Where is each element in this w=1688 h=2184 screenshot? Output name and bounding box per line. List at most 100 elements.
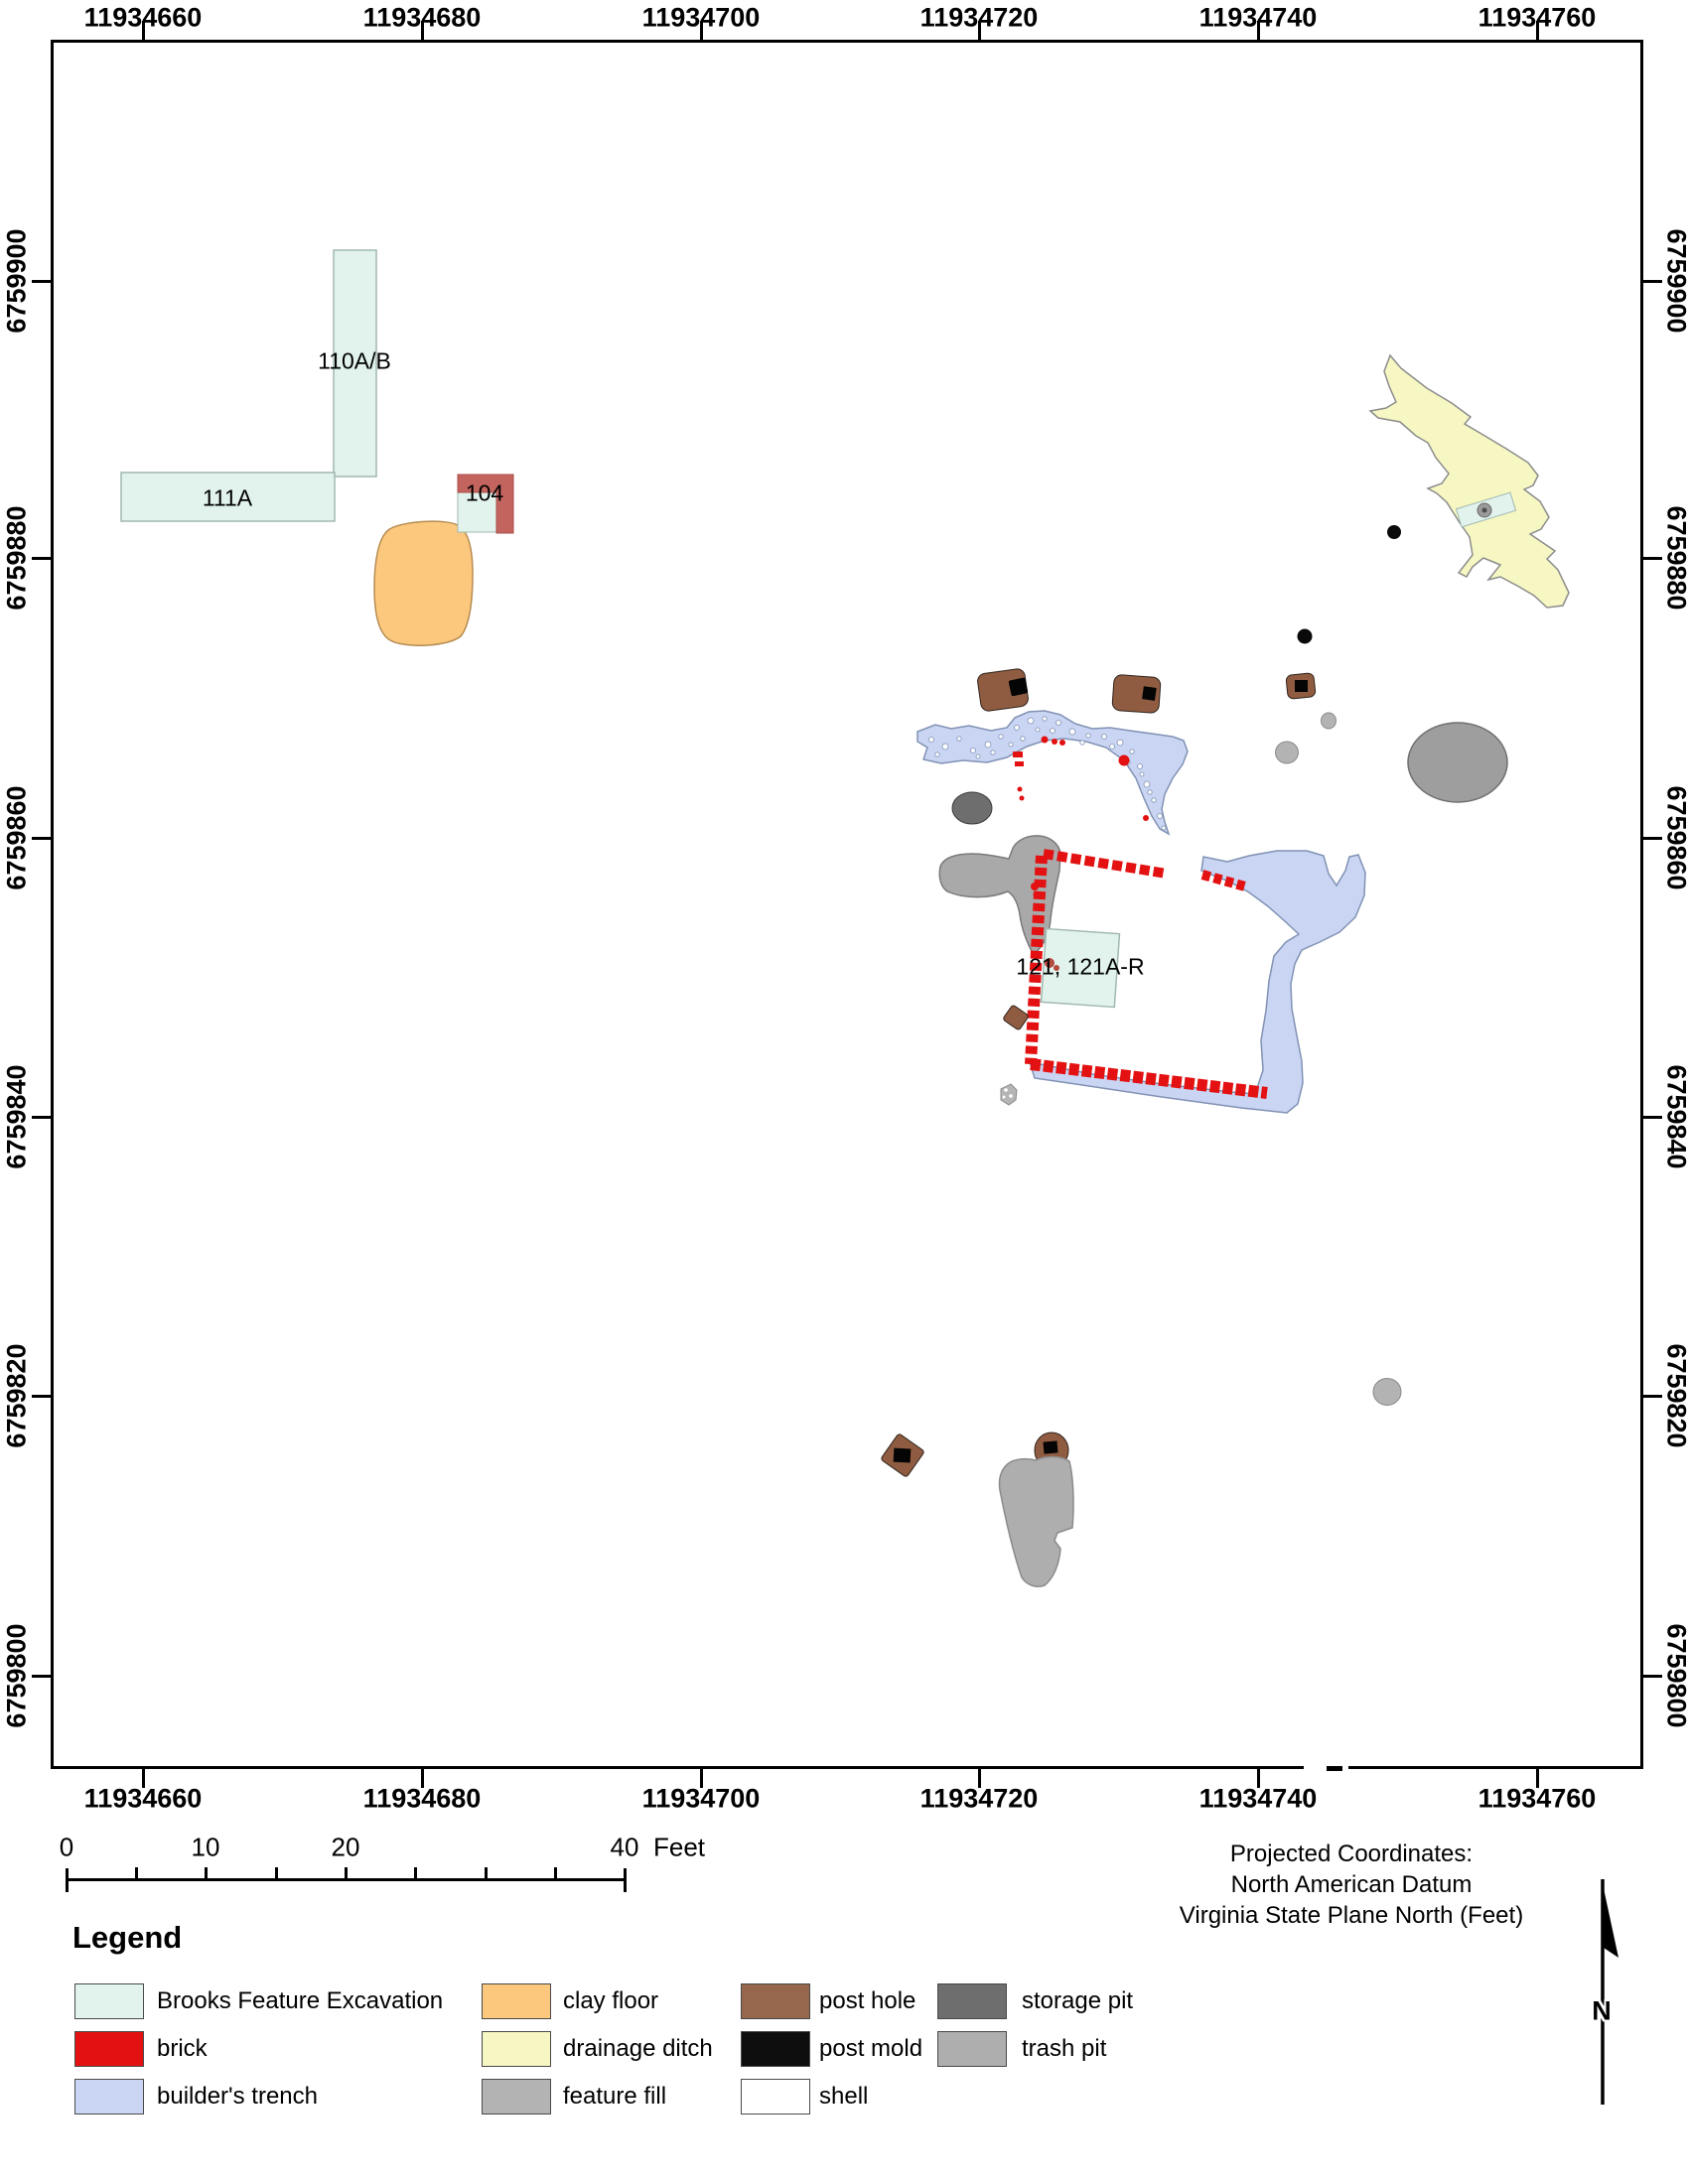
x-tick-bottom (699, 1769, 703, 1788)
ditch-dot-core (1481, 507, 1487, 513)
x-axis-label-top: 11934660 (83, 2, 203, 33)
y-tick-right (1643, 279, 1662, 283)
x-tick-bottom (1535, 1769, 1539, 1788)
projection-note: Projected Coordinates: North American Dat… (1152, 1839, 1551, 1931)
post-hole-diamond-121 (1003, 1005, 1029, 1030)
map-label: 110A/B (318, 347, 391, 374)
x-axis-label-top: 11934760 (1477, 2, 1597, 33)
north-arrow-label: N (1592, 1995, 1612, 2026)
legend-swatch (741, 2031, 810, 2067)
shell-pebble (1000, 1083, 1018, 1106)
x-tick-bottom (1256, 1769, 1260, 1788)
y-axis-label-left: 6759880 (1, 505, 32, 611)
map-frame (51, 40, 1643, 1769)
scale-label: 10 (191, 1832, 220, 1862)
frame-gap-artifact (1304, 1759, 1348, 1780)
post-mold-near-ditch (1387, 525, 1401, 539)
x-tick-bottom (420, 1769, 424, 1788)
builders-trench-main (1028, 850, 1366, 1114)
legend-item-label: post mold (819, 2035, 923, 2062)
y-axis-label-left: 6759820 (1, 1343, 32, 1448)
y-tick-left (32, 279, 51, 283)
scale-tick-minor (553, 1867, 557, 1880)
x-tick-top (1256, 21, 1260, 40)
legend-item-label: post hole (819, 1987, 916, 2014)
x-axis-label-top: 11934680 (362, 2, 482, 33)
brick-blob-121 (1045, 958, 1055, 968)
y-tick-right (1643, 1394, 1662, 1398)
y-axis-label-right: 6759800 (1661, 1623, 1688, 1728)
scale-tick-minor (413, 1867, 417, 1880)
x-axis-label-top: 11934740 (1198, 2, 1318, 33)
map-label: 111A (202, 484, 253, 511)
scale-tick-minor (134, 1867, 138, 1880)
brick-blob-121b (1054, 965, 1059, 971)
x-axis-label-bottom: 11934760 (1477, 1783, 1597, 1814)
legend-item-label: builder's trench (157, 2083, 318, 2110)
legend-swatch (482, 2079, 551, 2115)
south-features (881, 1432, 1074, 1587)
projection-line: North American Datum (1230, 1871, 1473, 1898)
y-axis-label-right: 6759840 (1661, 1064, 1688, 1169)
scale-tick-major (65, 1868, 69, 1892)
legend-swatch (482, 2031, 551, 2067)
x-axis-label-top: 11934700 (641, 2, 761, 33)
y-tick-right (1643, 836, 1662, 840)
legend-item-label: storage pit (1022, 1987, 1134, 2014)
x-tick-top (1535, 21, 1539, 40)
x-axis-label-bottom: 11934700 (641, 1783, 761, 1814)
y-axis-label-right: 6759820 (1661, 1343, 1688, 1448)
scale-tick-major (623, 1868, 627, 1892)
legend-swatch (741, 2079, 810, 2115)
x-tick-top (699, 21, 703, 40)
trash-pit-east (1407, 722, 1508, 803)
map-label: 104 (465, 479, 504, 506)
legend-swatch (937, 1983, 1007, 2019)
legend-item-label: feature fill (563, 2083, 667, 2110)
legend-swatch (482, 1983, 551, 2019)
storage-pit (951, 791, 993, 825)
frame-gap-dash (1327, 1766, 1342, 1771)
brick-walls (1025, 849, 1268, 1099)
y-axis-label-right: 6759860 (1661, 785, 1688, 890)
legend-item-label: drainage ditch (563, 2035, 713, 2062)
legend-item-label: trash pit (1022, 2035, 1107, 2062)
scale-tick-minor (204, 1867, 208, 1880)
excavation-110ab (333, 249, 377, 478)
legend-item-label: brick (157, 2035, 208, 2062)
x-tick-bottom (977, 1769, 981, 1788)
y-tick-left (32, 1674, 51, 1678)
x-tick-top (977, 21, 981, 40)
legend-swatch (74, 1983, 144, 2019)
y-axis-label-right: 6759880 (1661, 505, 1688, 611)
y-tick-left (32, 1115, 51, 1119)
projection-line: Virginia State Plane North (Feet) (1179, 1902, 1524, 1929)
x-axis-label-bottom: 11934720 (919, 1783, 1039, 1814)
scale-tick-minor (484, 1867, 488, 1880)
scale-label: 0 (59, 1832, 74, 1862)
legend-item-label: clay floor (563, 1987, 659, 2014)
scale-label: Feet (652, 1832, 706, 1862)
y-axis-label-left: 6759800 (1, 1623, 32, 1728)
excavation-121 (1040, 927, 1121, 1009)
post-holes (977, 628, 1317, 714)
x-tick-top (141, 21, 145, 40)
north-arrow-icon (1601, 1879, 1618, 2105)
trash-pits-small (1275, 712, 1402, 1406)
y-axis-label-left: 6759900 (1, 228, 32, 334)
clay-floor (373, 520, 474, 646)
y-tick-right (1643, 556, 1662, 560)
legend-item-label: shell (819, 2083, 869, 2110)
shell-pebble-dots (1002, 1088, 1013, 1099)
shell-speckles (928, 716, 1167, 831)
scale-tick-minor (274, 1867, 278, 1880)
x-axis-label-bottom: 11934660 (83, 1783, 203, 1814)
legend-swatch (74, 2079, 144, 2115)
x-tick-top (420, 21, 424, 40)
brick-fragments (1013, 736, 1149, 898)
y-axis-label-left: 6759840 (1, 1064, 32, 1169)
y-tick-left (32, 556, 51, 560)
scale-tick-minor (344, 1867, 348, 1880)
legend-item-label: Brooks Feature Excavation (157, 1987, 444, 2014)
